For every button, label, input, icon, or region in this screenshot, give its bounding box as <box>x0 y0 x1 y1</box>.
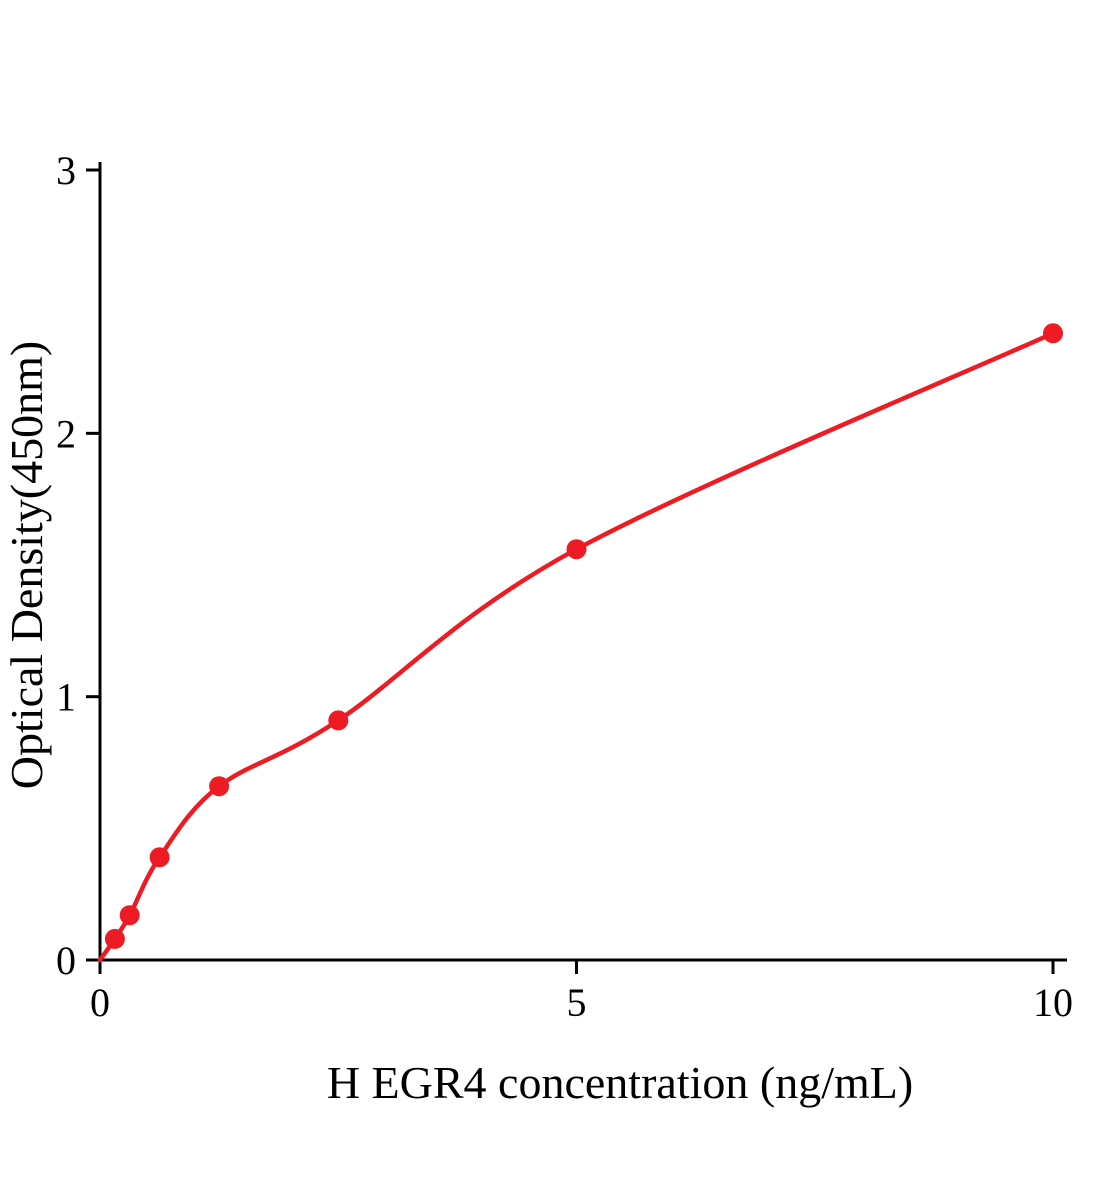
data-points <box>104 323 1063 949</box>
data-point <box>149 847 170 868</box>
standard-curve-line <box>97 331 1056 963</box>
x-tick-label: 5 <box>567 980 587 1025</box>
y-tick-label: 0 <box>56 938 76 983</box>
y-tick-label: 2 <box>56 411 76 456</box>
data-point <box>209 776 230 797</box>
data-point <box>1043 323 1063 344</box>
x-axis-title: H EGR4 concentration (ng/mL) <box>327 1057 913 1108</box>
data-point <box>328 710 349 731</box>
data-point <box>566 539 587 560</box>
fit-curve <box>97 331 1056 963</box>
data-point <box>104 928 125 949</box>
y-axis-title: Optical Density(450nm) <box>1 341 52 789</box>
x-tick-label: 10 <box>1033 980 1073 1025</box>
axes <box>98 162 1067 962</box>
y-tick-label: 3 <box>56 148 76 193</box>
tick-labels: 0 5 10 0 1 2 3 <box>56 148 1073 1025</box>
axis-ticks <box>86 168 1055 974</box>
y-tick-label: 1 <box>56 675 76 720</box>
data-point <box>119 905 140 926</box>
x-tick-label: 0 <box>90 980 110 1025</box>
axis-spine <box>98 162 1067 962</box>
